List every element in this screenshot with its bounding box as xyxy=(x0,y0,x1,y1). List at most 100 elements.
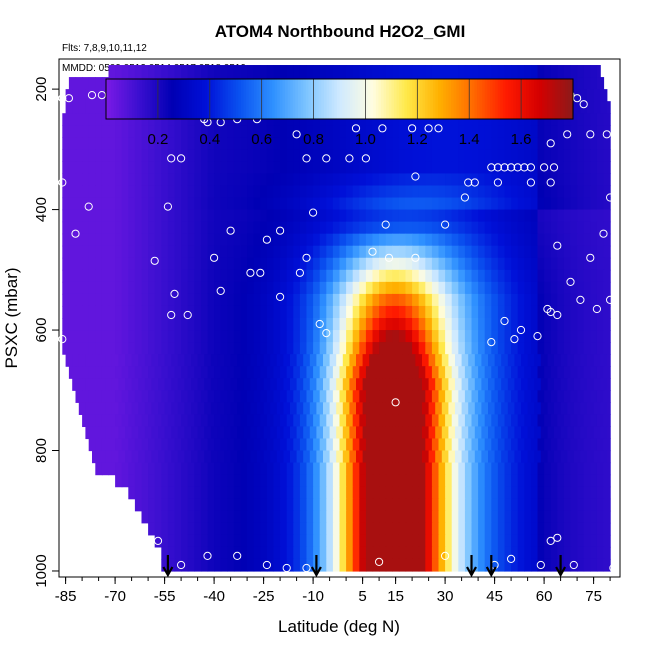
heatmap-cell xyxy=(266,257,275,271)
heatmap-cell xyxy=(161,161,169,175)
heatmap-cell xyxy=(398,149,407,162)
heatmap-cell xyxy=(435,402,443,415)
x-tick-label: -85 xyxy=(55,588,77,605)
heatmap-cell xyxy=(95,185,103,199)
heatmap-cell xyxy=(431,173,440,187)
colorbar-segment xyxy=(253,79,257,119)
heatmap-cell xyxy=(253,281,261,295)
heatmap-cell xyxy=(445,414,453,428)
heatmap-cell xyxy=(418,209,426,223)
heatmap-cell xyxy=(570,318,578,331)
heatmap-cell xyxy=(590,390,598,403)
heatmap-cell xyxy=(260,185,268,199)
heatmap-cell xyxy=(134,65,143,78)
heatmap-cell xyxy=(491,125,499,138)
heatmap-cell xyxy=(365,125,374,138)
heatmap-cell xyxy=(372,221,380,235)
heatmap-cell xyxy=(352,318,360,331)
heatmap-cell xyxy=(346,546,354,560)
heatmap-cell xyxy=(306,330,314,343)
heatmap-cell xyxy=(359,390,367,403)
heatmap-cell xyxy=(445,330,453,343)
heatmap-cell xyxy=(379,546,387,560)
heatmap-cell xyxy=(405,269,413,283)
heatmap-cell xyxy=(224,426,232,440)
heatmap-cell xyxy=(148,137,156,150)
heatmap-cell xyxy=(583,173,591,187)
heatmap-cell xyxy=(75,293,83,307)
heatmap-cell xyxy=(600,402,608,415)
heatmap-cell xyxy=(266,245,275,259)
heatmap-cell xyxy=(511,137,519,150)
heatmap-cell xyxy=(220,221,228,235)
heatmap-cell xyxy=(62,185,70,199)
heatmap-cell xyxy=(194,161,202,175)
heatmap-cell xyxy=(494,378,502,391)
heatmap-cell xyxy=(507,354,515,367)
heatmap-cell xyxy=(474,354,482,367)
observation-point xyxy=(58,178,67,187)
heatmap-cell xyxy=(326,233,334,247)
heatmap-cell xyxy=(68,113,77,126)
heatmap-cell xyxy=(171,426,179,440)
heatmap-cell xyxy=(445,342,453,355)
observation-point xyxy=(71,229,80,238)
heatmap-cell xyxy=(82,281,90,295)
heatmap-cell xyxy=(563,534,572,548)
heatmap-cell xyxy=(352,414,360,428)
heatmap-cell xyxy=(227,510,235,524)
colorbar-segment xyxy=(204,79,208,119)
heatmap-cell xyxy=(167,330,176,343)
heatmap-cell xyxy=(497,510,506,524)
heatmap-cell xyxy=(395,378,403,391)
heatmap-cell xyxy=(431,462,440,476)
heatmap-cell xyxy=(151,354,159,367)
heatmap-cell xyxy=(537,293,545,307)
heatmap-cell xyxy=(82,209,90,223)
heatmap-cell xyxy=(428,354,436,367)
heatmap-cell xyxy=(431,245,440,259)
heatmap-cell xyxy=(418,318,426,331)
heatmap-cell xyxy=(167,257,176,271)
heatmap-cell xyxy=(448,426,456,440)
heatmap-cell xyxy=(220,173,228,187)
heatmap-cell xyxy=(161,318,169,331)
heatmap-cell xyxy=(425,221,433,235)
heatmap-cell xyxy=(280,281,288,295)
heatmap-cell xyxy=(210,426,218,440)
heatmap-cell xyxy=(418,522,426,536)
heatmap-cell xyxy=(560,354,568,367)
heatmap-cell xyxy=(405,390,413,403)
heatmap-cell xyxy=(161,149,169,162)
heatmap-cell xyxy=(227,305,235,319)
heatmap-cell xyxy=(557,305,565,319)
heatmap-cell xyxy=(359,366,367,379)
heatmap-cell xyxy=(464,462,473,476)
heatmap-cell xyxy=(577,281,585,295)
heatmap-cell xyxy=(458,498,466,512)
heatmap-cell xyxy=(365,149,374,162)
heatmap-cell xyxy=(247,233,255,247)
colorbar-segment xyxy=(264,79,268,119)
heatmap-cell xyxy=(408,354,416,367)
heatmap-cell xyxy=(491,474,499,488)
observation-point xyxy=(493,163,502,172)
heatmap-cell xyxy=(537,486,545,500)
heatmap-cell xyxy=(227,366,235,379)
heatmap-cell xyxy=(154,197,162,211)
heatmap-cell xyxy=(187,546,195,560)
heatmap-cell xyxy=(266,474,275,488)
heatmap-cell xyxy=(606,426,611,440)
heatmap-cell xyxy=(346,65,354,78)
heatmap-cell xyxy=(181,149,189,162)
heatmap-cell xyxy=(511,173,519,187)
heatmap-cell xyxy=(451,209,459,223)
heatmap-cell xyxy=(253,293,261,307)
heatmap-cell xyxy=(128,233,136,247)
observation-point xyxy=(351,124,361,133)
heatmap-cell xyxy=(365,293,374,307)
heatmap-cell xyxy=(517,113,525,126)
heatmap-cell xyxy=(461,402,469,415)
heatmap-cell xyxy=(214,65,222,78)
